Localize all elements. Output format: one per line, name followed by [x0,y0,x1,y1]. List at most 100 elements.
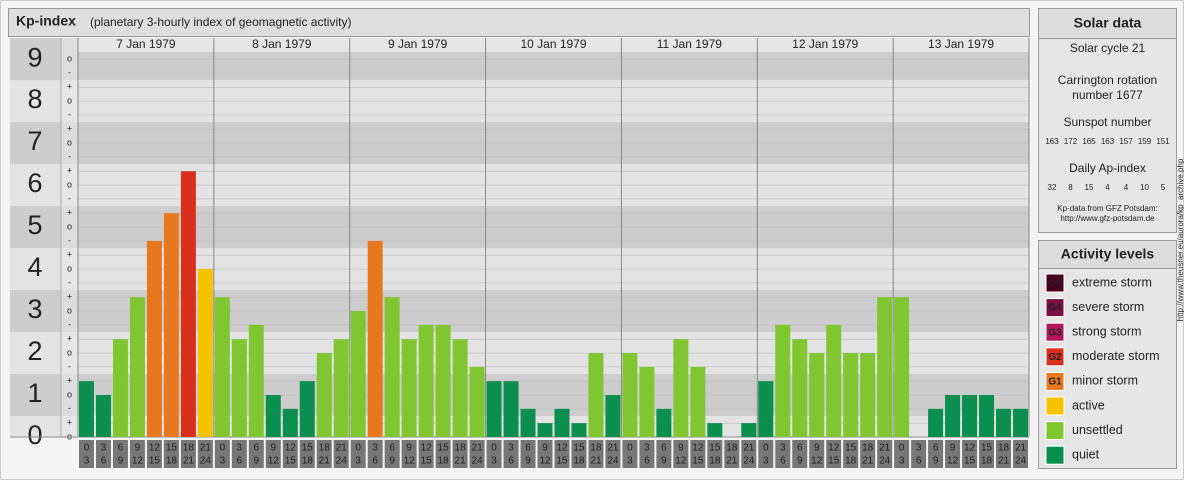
x-tick-label: 15 [845,443,857,454]
ap-value: 10 [1140,183,1149,192]
hour-box [214,440,230,468]
bar [435,324,451,437]
panel-title: Solar data [1074,15,1142,31]
x-tick-label: 3 [220,456,226,467]
legend-label: moderate storm [1072,349,1160,363]
x-tick-label: 6 [101,456,107,467]
solar-text: Carrington rotation [1058,73,1157,87]
y-minor-tick-label: + [67,418,72,428]
day-label: 13 Jan 1979 [928,37,994,51]
hour-box [588,440,604,468]
bar [877,297,893,437]
hour-box [163,440,179,468]
x-tick-label: 3 [916,443,922,454]
x-tick-label: 6 [780,456,786,467]
x-tick-label: 12 [692,443,704,454]
hour-box [197,440,213,468]
bar [418,324,434,437]
x-tick-label: 9 [118,456,124,467]
legend-label: unsettled [1072,423,1123,437]
hour-box [809,440,825,468]
hour-box [911,440,927,468]
hour-box [452,440,468,468]
y-tick-label: 4 [27,252,42,282]
legend-header [1038,240,1177,269]
hour-box [962,440,978,468]
x-tick-label: 21 [607,443,619,454]
x-tick-label: 18 [455,443,467,454]
bar [979,395,995,437]
bar [486,381,502,437]
x-tick-label: 0 [84,443,90,454]
x-tick-label: 21 [472,443,484,454]
hour-box [435,440,451,468]
x-tick-label: 15 [709,443,721,454]
x-tick-label: 6 [644,456,650,467]
side: Solar data Solar cycle 21 Carrington rotat… [1045,15,1184,465]
x-tick-label: 21 [998,456,1010,467]
y-minor-tick-label: o [67,347,72,357]
source-url: http://www.theusner.eu/aurora/kp_archive… [1176,158,1184,321]
y-minor-tick-label: - [68,151,71,161]
y-tick-label: 7 [27,126,42,156]
day-label: 7 Jan 1979 [116,37,176,51]
x-tick-label: 24 [879,456,891,467]
x-tick-label: 24 [607,456,619,467]
hour-box [384,440,400,468]
x-tick-label: 18 [573,456,585,467]
x-tick-label: 18 [981,456,993,467]
sunspot-value: 163 [1101,137,1115,146]
x-tick-label: 9 [389,456,395,467]
legend-badge: G1 [1048,377,1062,388]
x-tick-label: 9 [950,443,956,454]
hour-box [792,440,808,468]
x-tick-label: 21 [319,456,331,467]
bar [469,366,485,437]
y-minor-tick-label: - [68,193,71,203]
hour-box [112,440,128,468]
hour-box [639,440,655,468]
x-tick-label: 9 [525,456,531,467]
day-header [757,38,894,52]
x-tick-label: 3 [355,456,361,467]
x-tick-label: 21 [336,443,348,454]
x-tick-label: 3 [508,443,514,454]
bar [384,297,400,437]
bar [248,324,264,437]
hour-box [894,440,910,468]
x-tick-label: 12 [268,456,280,467]
hour-box [707,440,723,468]
hour-box [299,440,315,468]
x-tick-label: 6 [237,456,243,467]
bar [605,395,621,437]
x-tick-label: 12 [828,443,840,454]
hour-box [673,440,689,468]
x-tick-label: 21 [183,456,195,467]
day-label: 12 Jan 1979 [792,37,858,51]
x-tick-label: 18 [319,443,331,454]
bar [962,395,978,437]
x-tick-label: 18 [845,456,857,467]
x-tick-label: 12 [811,456,823,467]
y-minor-tick-label: - [68,277,71,287]
x-tick-label: 24 [1015,456,1027,467]
bar [656,408,672,437]
x-tick-label: 6 [797,443,803,454]
x-tick-label: 15 [828,456,840,467]
hour-box [860,440,876,468]
x-tick-label: 6 [933,443,939,454]
ap-value: 4 [1105,183,1110,192]
hour-box [622,440,638,468]
x-tick-label: 9 [254,456,260,467]
y-minor-tick-label: o [67,389,72,399]
plot: 0123456789o+-o+-o+-o+-o+-o+-o+-o+-o+-o7 … [10,37,1030,468]
bar [707,423,723,437]
hour-box [979,440,995,468]
bar [639,366,655,437]
x-tick-label: 18 [709,456,721,467]
hour-box [401,440,417,468]
hour-box [554,440,570,468]
legend-swatch [1045,421,1065,441]
x-tick-label: 0 [899,443,905,454]
